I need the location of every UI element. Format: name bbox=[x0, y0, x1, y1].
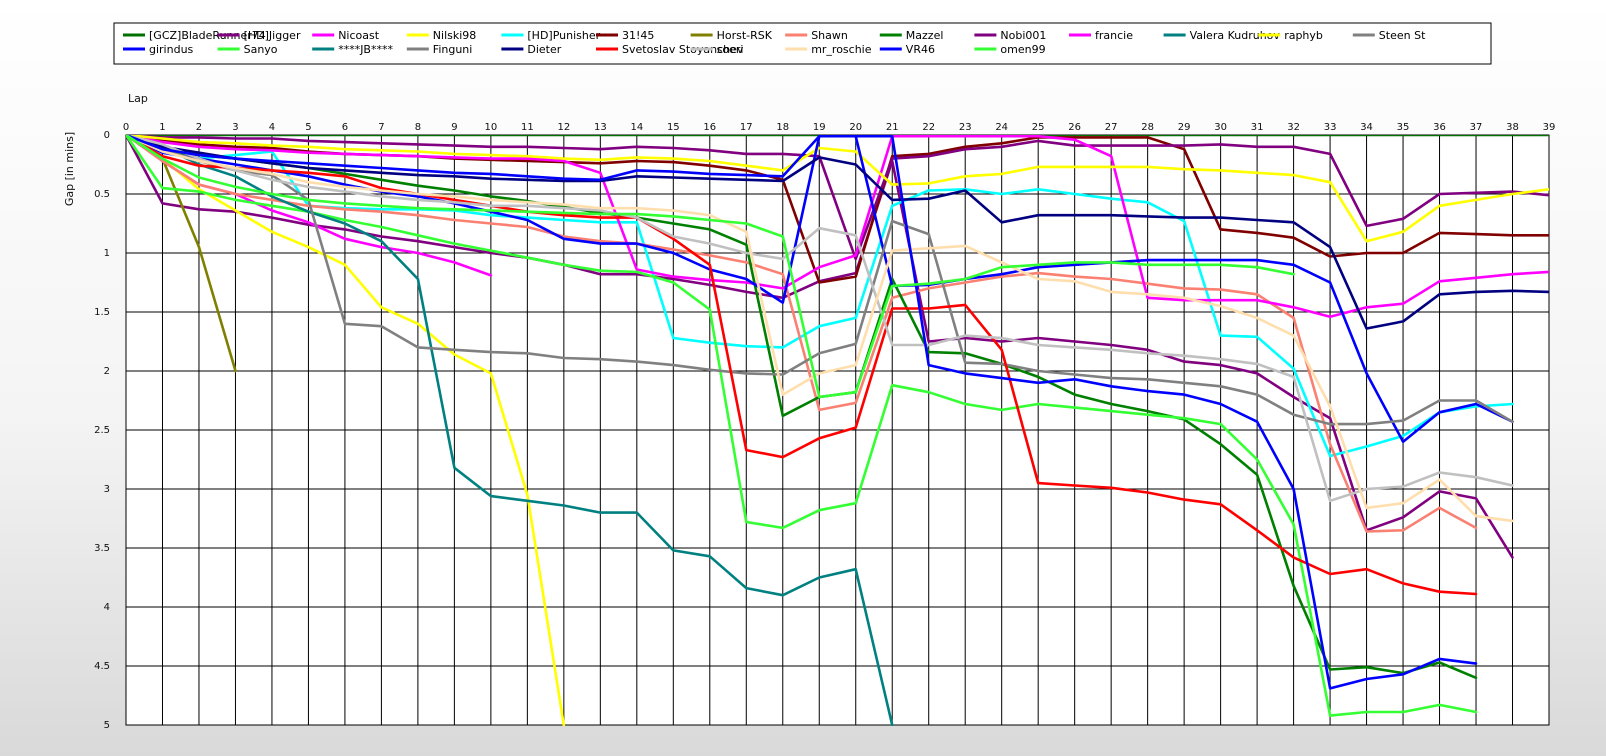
series-line-omen99 bbox=[126, 135, 1295, 399]
legend-label-vr46: VR46 bbox=[906, 43, 935, 56]
legend-label-valera-kudruhov: Valera Kudruhov bbox=[1190, 29, 1281, 42]
legend-label-mazzel: Mazzel bbox=[906, 29, 944, 42]
series-line-soeri bbox=[126, 135, 1514, 503]
x-tick-label: 2 bbox=[196, 122, 202, 133]
x-tick-label: 18 bbox=[776, 122, 789, 133]
x-tick-label: 14 bbox=[630, 122, 643, 133]
legend-label-steen-st: Steen St bbox=[1379, 29, 1426, 42]
legend: [GCZ]BladeRunner74[HD]Jigger Nicoast Nilsk… bbox=[113, 22, 1492, 65]
x-tick-label: 13 bbox=[594, 122, 607, 133]
y-tick-label: 5 bbox=[104, 720, 110, 731]
y-axis-label: Gap [in mins] bbox=[63, 132, 76, 206]
y-tick-label: 3.5 bbox=[94, 543, 110, 554]
legend-label-mr-roschie: mr_roschie bbox=[811, 43, 872, 56]
series-line-vr46 bbox=[126, 135, 1478, 690]
legend-label-raphyb: raphyb bbox=[1284, 29, 1323, 42]
y-tick-label: 4 bbox=[104, 602, 110, 613]
x-tick-label: 0 bbox=[123, 122, 129, 133]
legend-label-31-45: 31!45 bbox=[622, 29, 654, 42]
x-tick-label: 32 bbox=[1287, 122, 1300, 133]
series-line-francie bbox=[126, 135, 1549, 319]
series-line-jb bbox=[126, 135, 894, 726]
x-tick-label: 31 bbox=[1251, 122, 1264, 133]
y-tick-label: 0.5 bbox=[94, 189, 110, 200]
legend-box bbox=[113, 22, 1492, 65]
legend-label-girindus: girindus bbox=[149, 43, 194, 56]
x-tick-label: 29 bbox=[1178, 122, 1191, 133]
legend-label-horst-rsk: Horst-RSK bbox=[717, 29, 773, 42]
x-tick-label: 21 bbox=[886, 122, 899, 133]
x-tick-label: 11 bbox=[521, 122, 534, 133]
legend-label-nilski98: Nilski98 bbox=[433, 29, 477, 42]
series-line-nobi001 bbox=[126, 135, 1549, 261]
x-tick-label: 3 bbox=[232, 122, 238, 133]
x-tick-label: 30 bbox=[1214, 122, 1227, 133]
y-tick-label: 4.5 bbox=[94, 661, 110, 672]
series-line-hd-punisher bbox=[126, 135, 1514, 458]
series-lines bbox=[126, 135, 1549, 726]
series-line-raphyb bbox=[126, 135, 1549, 243]
x-tick-label: 17 bbox=[740, 122, 753, 133]
legend-label-hd-punisher: [HD]Punisher bbox=[527, 29, 600, 42]
legend-label-nobi001: Nobi001 bbox=[1000, 29, 1046, 42]
legend-label-dieter: Dieter bbox=[527, 43, 561, 56]
x-tick-label: 16 bbox=[703, 122, 716, 133]
legend-label-omen99: omen99 bbox=[1000, 43, 1045, 56]
legend-label-jb: ****JB**** bbox=[338, 43, 393, 56]
legend-label-nicoast: Nicoast bbox=[338, 29, 380, 42]
x-tick-label: 6 bbox=[342, 122, 348, 133]
legend-label-gcz-bladerunner74: [GCZ]BladeRunner74 bbox=[149, 29, 266, 42]
legend-label-hd-jigger: [HD]Jigger bbox=[244, 29, 301, 42]
legend-label-svetoslav-stoyanchev: Svetoslav Stoyanchev bbox=[622, 43, 744, 56]
x-tick-label: 26 bbox=[1068, 122, 1081, 133]
series-line-finguni bbox=[126, 135, 1514, 426]
y-tick-label: 2.5 bbox=[94, 425, 110, 436]
series-line-mr-roschie bbox=[126, 135, 1514, 523]
plot-area: 0 1 2 3 4 5 6 7 8 9 10 11 12 13 14 15 16 17 18 19 20 21 22 23 24… bbox=[94, 122, 1555, 731]
x-tick-label: 4 bbox=[269, 122, 275, 133]
x-tick-label: 19 bbox=[813, 122, 826, 133]
y-tick-label: 3 bbox=[104, 484, 110, 495]
legend-label-francie: francie bbox=[1095, 29, 1133, 42]
x-tick-label: 37 bbox=[1470, 122, 1483, 133]
y-tick-label: 1 bbox=[104, 248, 110, 259]
legend-label-finguni: Finguni bbox=[433, 43, 473, 56]
x-tick-label: 10 bbox=[485, 122, 498, 133]
x-tick-label: 34 bbox=[1360, 122, 1373, 133]
series-line-svetoslav-stoyanchev bbox=[126, 135, 1478, 596]
legend-label-sanyo: Sanyo bbox=[244, 43, 278, 56]
legend-label-shawn: Shawn bbox=[811, 29, 848, 42]
x-tick-label: 20 bbox=[849, 122, 862, 133]
x-tick-label: 22 bbox=[922, 122, 935, 133]
x-tick-label: 7 bbox=[378, 122, 384, 133]
x-tick-label: 5 bbox=[305, 122, 311, 133]
x-tick-label: 12 bbox=[557, 122, 570, 133]
x-tick-label: 8 bbox=[415, 122, 421, 133]
x-tick-label: 27 bbox=[1105, 122, 1118, 133]
y-tick-label: 1.5 bbox=[94, 307, 110, 318]
series-line-sanyo bbox=[126, 135, 1478, 717]
x-tick-label: 23 bbox=[959, 122, 972, 133]
series-line-shawn bbox=[126, 135, 1478, 533]
x-tick-label: 36 bbox=[1433, 122, 1446, 133]
legend-label-soeri: soeri bbox=[717, 43, 744, 56]
y-tick-label: 2 bbox=[104, 366, 110, 377]
x-tick-label: 35 bbox=[1397, 122, 1410, 133]
x-tick-label: 9 bbox=[451, 122, 457, 133]
series-line-mazzel bbox=[126, 135, 1478, 680]
y-tick-label: 0 bbox=[104, 130, 110, 141]
x-tick-label: 39 bbox=[1543, 122, 1556, 133]
x-tick-label: 28 bbox=[1141, 122, 1154, 133]
series-line-nilski98 bbox=[126, 135, 566, 726]
series-line-dieter bbox=[126, 135, 1549, 330]
x-axis-label: Lap bbox=[128, 92, 148, 105]
x-tick-label: 25 bbox=[1032, 122, 1045, 133]
x-tick-label: 24 bbox=[995, 122, 1008, 133]
x-tick-label: 38 bbox=[1506, 122, 1519, 133]
x-tick-label: 33 bbox=[1324, 122, 1337, 133]
x-tick-label: 15 bbox=[667, 122, 680, 133]
x-tick-label: 1 bbox=[159, 122, 165, 133]
